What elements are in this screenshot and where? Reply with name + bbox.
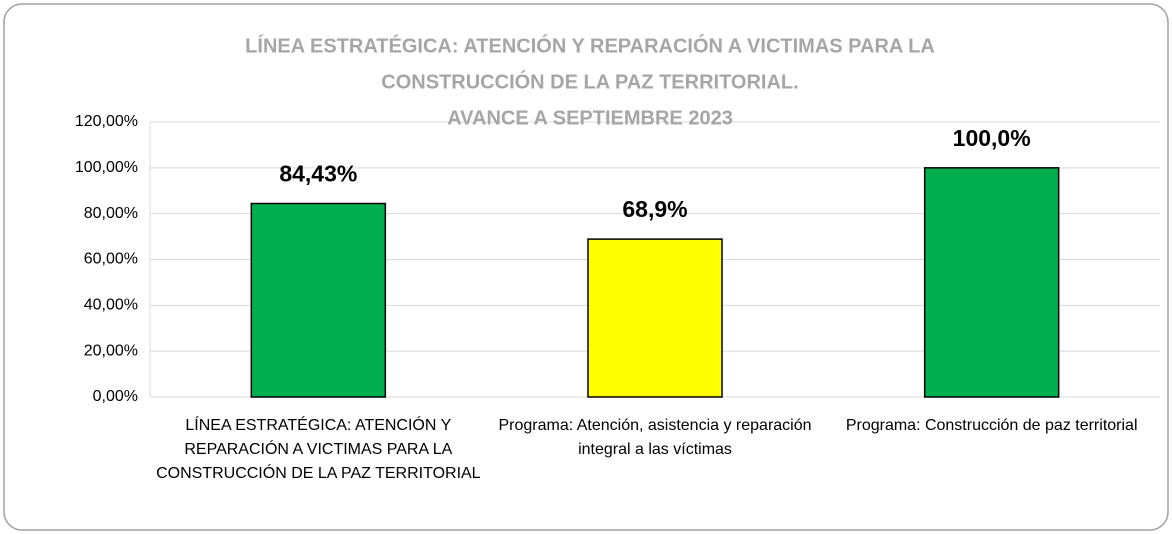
chart-title: LÍNEA ESTRATÉGICA: ATENCIÓN Y REPARACIÓN… — [245, 33, 935, 57]
x-tick-label: LÍNEA ESTRATÉGICA: ATENCIÓN Y REPARACIÓN… — [156, 417, 481, 482]
bar — [923, 167, 1060, 398]
chart-border — [3, 3, 1169, 531]
y-tick-label: 20,00% — [84, 342, 138, 359]
y-tick-label: 40,00% — [84, 297, 138, 314]
chart-title: AVANCE A SEPTIEMBRE 2023 — [447, 107, 733, 129]
bar — [587, 238, 723, 398]
x-tick-label: Programa: Atención, asistencia y reparac… — [498, 417, 812, 458]
y-tick-label: 60,00% — [84, 251, 138, 268]
y-tick-label: 0,00% — [93, 388, 138, 405]
y-tick-label: 80,00% — [84, 205, 138, 222]
chart-title: CONSTRUCCIÓN DE LA PAZ TERRITORIAL. — [381, 69, 798, 93]
y-tick-label: 120,00% — [75, 113, 138, 130]
data-label: 84,43% — [279, 161, 357, 187]
data-label: 68,9% — [622, 196, 687, 222]
y-tick-label: 100,00% — [75, 159, 138, 176]
bar — [250, 202, 387, 398]
data-label: 100,0% — [953, 125, 1031, 151]
x-tick-label: Programa: Construcción de paz territoria… — [845, 417, 1138, 434]
